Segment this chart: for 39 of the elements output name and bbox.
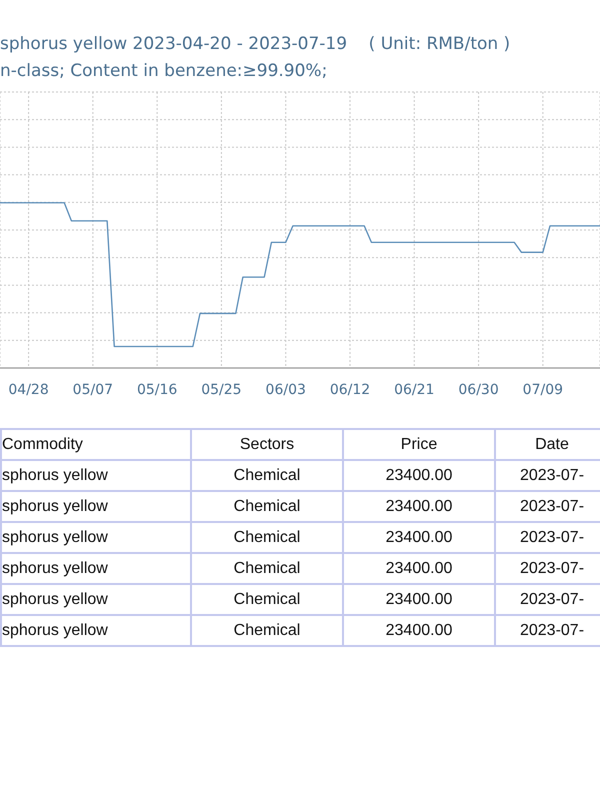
x-tick-label: 05/16	[136, 382, 178, 398]
x-tick-label: 06/03	[266, 382, 306, 398]
text: sphorus yellow	[2, 466, 108, 484]
chart-title: sphorus yellow 2023-04-20 - 2023-07-19 ( Unit: RMB/ton )	[0, 34, 510, 54]
text: Chemical	[234, 528, 300, 546]
text: 23400.00	[386, 590, 452, 608]
text: 2023-07-	[520, 560, 584, 576]
text: 23400.00	[386, 528, 452, 546]
category-label: Date	[495, 429, 600, 460]
category-label: Price	[343, 429, 495, 460]
x-tick-label: 04/28	[8, 382, 49, 398]
x-tick-label: 06/30	[458, 382, 499, 398]
chart-subtitle: n-class; Content in benzene:≥99.90%;	[0, 61, 328, 81]
text: Chemical	[234, 560, 300, 576]
x-tick-label: 05/25	[201, 382, 242, 398]
text: sphorus yellow	[2, 528, 108, 546]
x-tick-label: 05/07	[72, 382, 114, 398]
category-label: Commodity	[1, 429, 191, 460]
text: 23400.00	[386, 466, 452, 484]
x-tick-label: 06/12	[330, 382, 370, 398]
text: Chemical	[234, 590, 300, 608]
x-tick-label: 06/21	[394, 382, 434, 398]
text: sphorus yellow	[2, 560, 108, 576]
x-tick-label: 07/09	[522, 382, 564, 398]
text: 2023-07-	[520, 528, 584, 546]
text: 2023-07-	[520, 498, 584, 514]
text: 23400.00	[386, 622, 452, 638]
text: 2023-07-	[520, 622, 584, 638]
text: sphorus yellow	[2, 498, 108, 514]
category-label: Sectors	[191, 429, 343, 460]
text: Chemical	[234, 622, 300, 638]
text: 23400.00	[386, 560, 452, 576]
text: sphorus yellow	[2, 590, 108, 608]
text: Chemical	[234, 498, 300, 514]
text: Chemical	[234, 466, 300, 484]
text: 2023-07-	[520, 590, 584, 608]
text: sphorus yellow	[2, 622, 108, 638]
text: 2023-07-	[520, 466, 584, 484]
text: 23400.00	[386, 498, 452, 514]
